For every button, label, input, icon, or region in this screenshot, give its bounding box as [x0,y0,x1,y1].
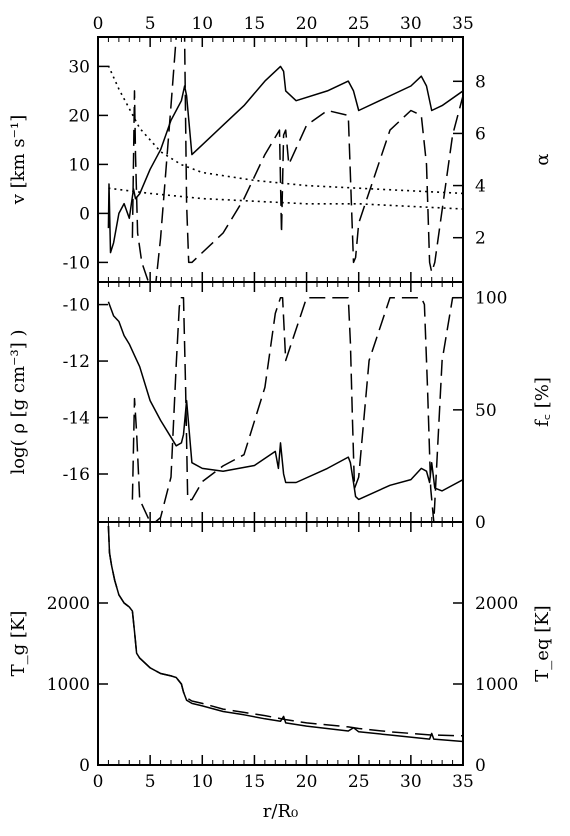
y-tick-label: 30 [68,57,90,77]
y-axis-label: log( ρ [g cm⁻³] ) [8,329,29,474]
y2-tick-label: 4 [475,177,486,197]
panel-temperature: 0 5 10 15 20 25 30 35 r/R₀ 0 1000 2000 0 1000 2000 T_g … [8,521,553,822]
y2-axis-label: T_eq [K] [532,605,553,681]
y2-axis-label: f꜀ [%] [532,377,553,427]
series-line-dashed [131,37,463,282]
plot-frame [97,521,464,766]
y2-axis-label: α [532,153,553,165]
y2-tick-label: 1000 [475,675,518,695]
series-line-solid [107,301,463,501]
y2-tick-label: 0 [475,756,486,776]
series-line-dashed [107,525,463,737]
y2-tick-label: 100 [475,289,507,309]
panel-velocity: 0 5 10 15 20 25 30 35 -10 0 10 20 30 2 4 6 8 v [km s⁻¹] α [8,14,553,283]
y2-tick-label: 50 [475,401,497,421]
series-line-dashed [131,296,463,522]
top-tick-label: 30 [400,14,422,34]
top-tick-label: 20 [296,14,318,34]
y-tick-label: 2000 [47,594,90,614]
y-tick-label: -14 [63,409,90,429]
series-line-solid [107,525,463,743]
x-axis-label: r/R₀ [263,801,298,822]
y2-tick-label: 2000 [475,594,518,614]
y-tick-label: 1000 [47,675,90,695]
top-tick-label: 35 [452,14,474,34]
y-tick-label: -10 [63,253,90,273]
y-tick-label: 10 [68,155,90,175]
y-tick-label: -10 [63,296,90,316]
x-tick-label: 15 [244,772,266,792]
y-axis-label: v [km s⁻¹] [8,115,29,206]
x-tick-label: 35 [452,772,474,792]
top-tick-label: 25 [348,14,370,34]
top-tick-label: 5 [145,14,156,34]
y2-tick-label: 0 [475,513,486,533]
y2-tick-label: 2 [475,229,486,249]
top-tick-label: 0 [93,14,104,34]
y2-tick-label: 6 [475,124,486,144]
y-tick-label: 0 [79,204,90,224]
y-tick-label: 0 [79,756,90,776]
y-tick-label: -12 [63,352,90,372]
x-tick-label: 25 [348,772,370,792]
panel-density: -10 -12 -14 -16 0 50 100 log( ρ [g cm⁻³] ) f꜀ [%… [8,281,553,533]
x-tick-label: 0 [93,772,104,792]
top-tick-label: 10 [191,14,213,34]
series-line-dotted [107,65,463,195]
plot-frame [97,281,464,523]
y2-tick-label: 8 [475,72,486,92]
y-tick-label: 20 [68,106,90,126]
x-tick-label: 20 [296,772,318,792]
x-tick-label: 30 [400,772,422,792]
x-tick-label: 10 [191,772,213,792]
series-line-dotted [108,187,463,210]
x-tick-label: 5 [145,772,156,792]
top-tick-label: 15 [244,14,266,34]
y-axis-label: T_g [K] [8,611,29,677]
y-tick-label: -16 [63,465,90,485]
series-line-solid [107,65,463,254]
